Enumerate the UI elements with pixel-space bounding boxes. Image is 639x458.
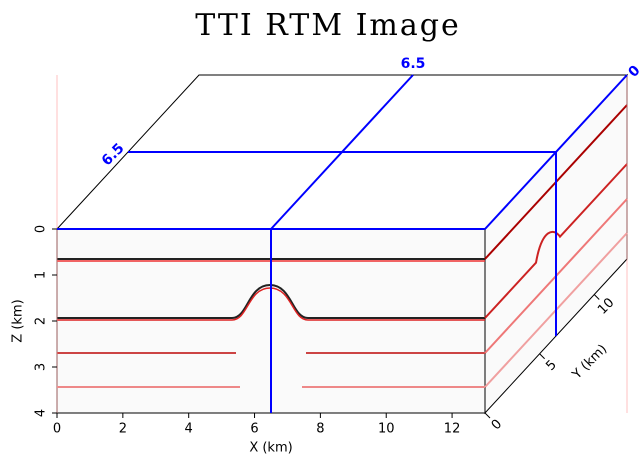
x-axis-label: X (km) (249, 441, 292, 456)
z-tick-label: 0 (34, 225, 49, 233)
y-tick (485, 413, 490, 418)
x-tick-label: 4 (185, 422, 193, 437)
x-tick-label: 2 (119, 422, 127, 437)
slice-label: 6.5 (401, 56, 426, 72)
y-tick-label: 5 (543, 358, 559, 374)
y-axis-label: Y (km) (569, 342, 610, 383)
y-tick (594, 295, 599, 300)
x-tick-label: 0 (53, 422, 61, 437)
x-tick-label: 12 (444, 422, 461, 437)
x-tick-label: 10 (378, 422, 395, 437)
y-tick (540, 354, 545, 359)
z-tick-label: 1 (34, 271, 49, 279)
y-tick-label: 0 (489, 417, 505, 433)
chart: TTI RTM Image 6.56.50024681012012340510X… (0, 0, 639, 458)
z-tick-label: 4 (34, 409, 49, 417)
chart-title: TTI RTM Image (195, 8, 460, 43)
z-axis-label: Z (km) (11, 299, 26, 342)
z-tick-label: 3 (34, 363, 49, 371)
x-tick-label: 8 (316, 422, 324, 437)
z-tick-label: 2 (34, 317, 49, 325)
x-tick-label: 6 (250, 422, 258, 437)
